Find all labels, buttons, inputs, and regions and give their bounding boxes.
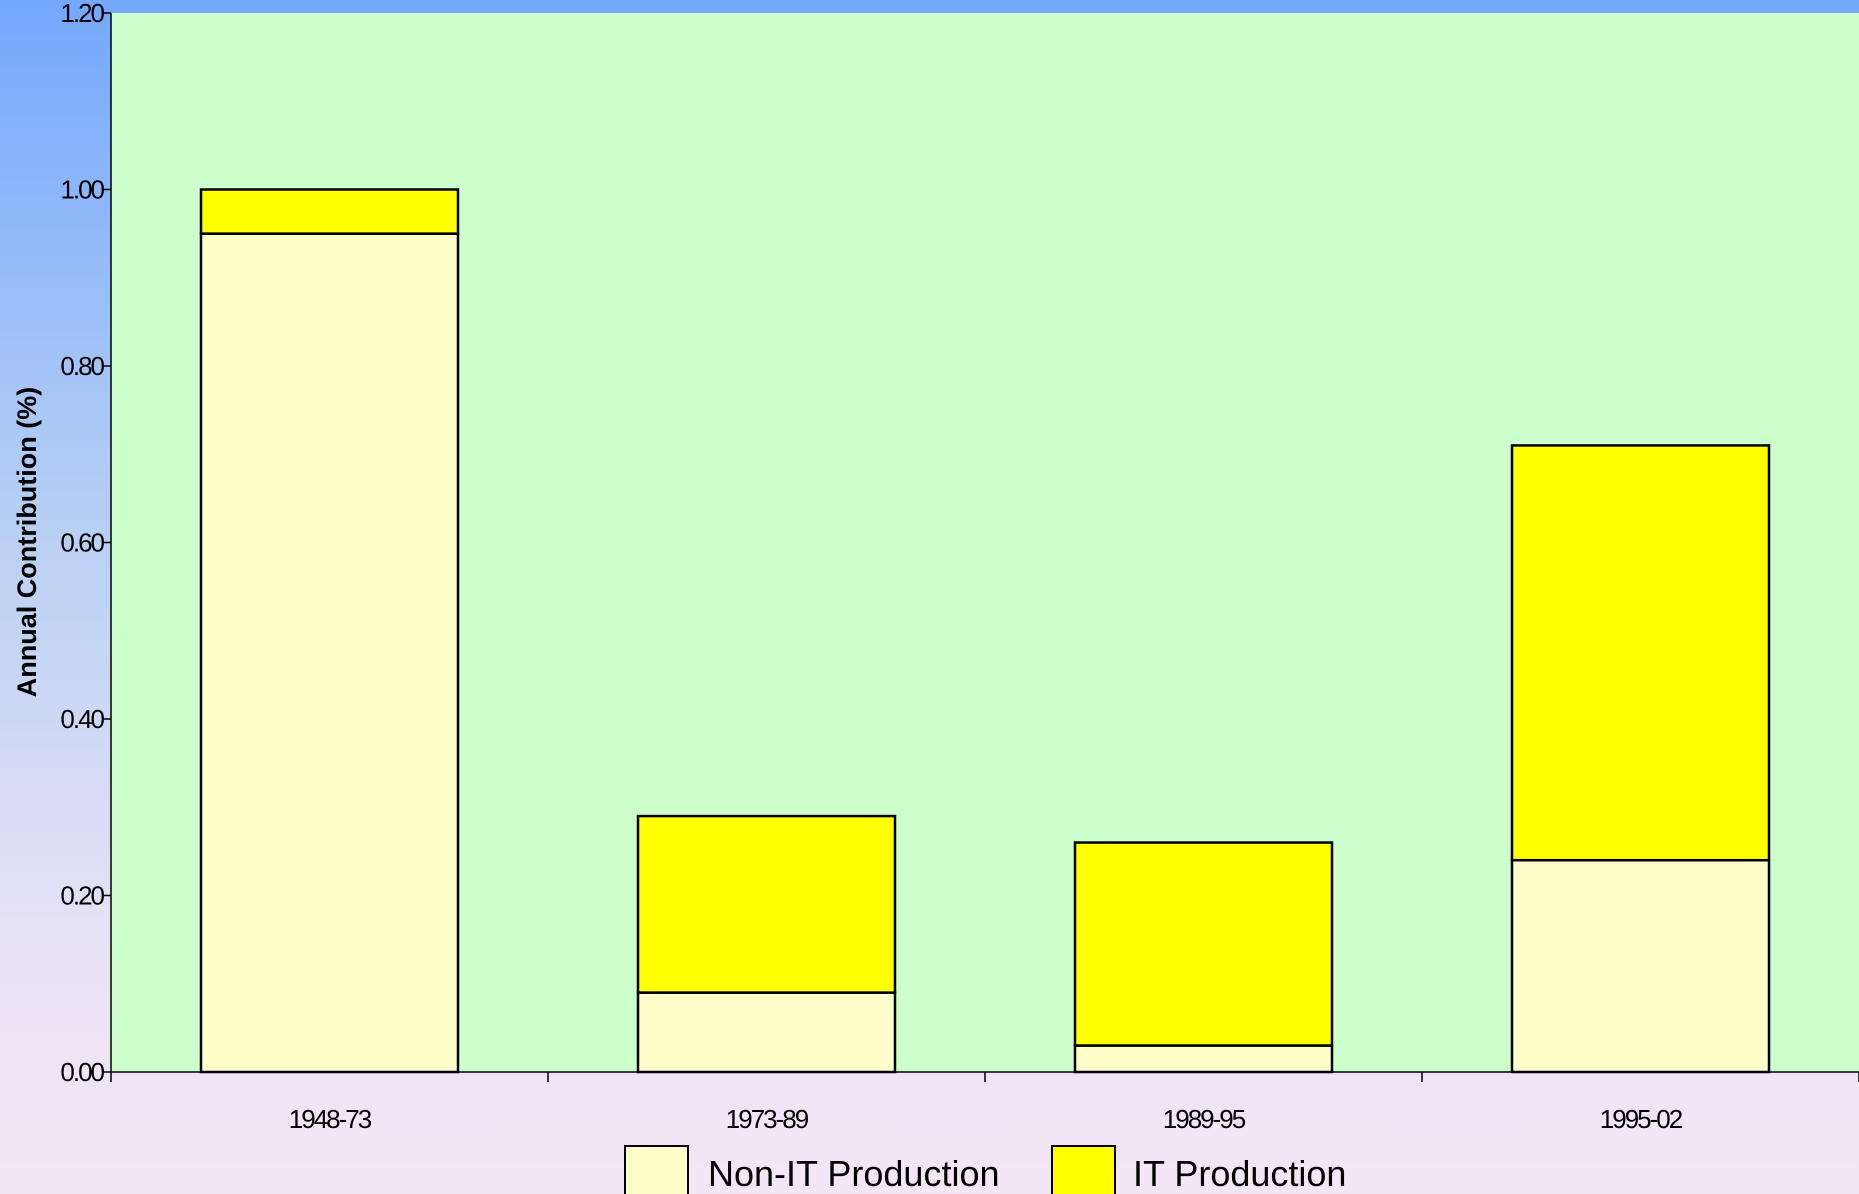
x-tick-label: 1989-95: [1163, 1104, 1246, 1134]
legend-label-0: Non-IT Production: [708, 1153, 999, 1194]
legend-label-1: IT Production: [1133, 1153, 1346, 1194]
bar-1995-02-series-0: [1510, 858, 1771, 1074]
bar-1995-02-series-1: [1510, 444, 1771, 862]
x-tick-label: 1995-02: [1600, 1104, 1683, 1134]
bar-1973-89-series-1: [636, 814, 897, 994]
x-tick-label: 1948-73: [289, 1104, 372, 1134]
bar-1973-89-series-0: [636, 991, 897, 1074]
bars: [199, 188, 1771, 1074]
y-tick-label: 0.20: [60, 881, 104, 911]
bar-1948-73-series-0: [199, 232, 460, 1074]
y-tick-label: 1.00: [60, 175, 104, 205]
y-ticks: 0.00 0.20 0.40 0.60 0.80 1.00 1.20: [60, 0, 111, 1087]
x-ticks: 1948-73 1973-89 1989-95 1995-02: [110, 1072, 1859, 1134]
legend: Non-IT Production IT Production: [624, 1145, 1346, 1194]
legend-swatch-0: [624, 1145, 689, 1194]
bar-1989-95-series-0: [1073, 1044, 1334, 1074]
y-tick-label: 0.00: [60, 1057, 104, 1087]
y-tick-label: 1.20: [60, 0, 104, 28]
y-tick-label: 0.40: [60, 704, 104, 734]
y-axis-title: Annual Contribution (%): [12, 387, 42, 697]
bar-1989-95-series-1: [1073, 841, 1334, 1047]
y-tick-label: 0.80: [60, 351, 104, 381]
y-tick-label: 0.60: [60, 528, 104, 558]
x-tick-label: 1973-89: [726, 1104, 809, 1134]
bar-1948-73-series-1: [199, 188, 460, 235]
legend-swatch-1: [1051, 1145, 1116, 1194]
